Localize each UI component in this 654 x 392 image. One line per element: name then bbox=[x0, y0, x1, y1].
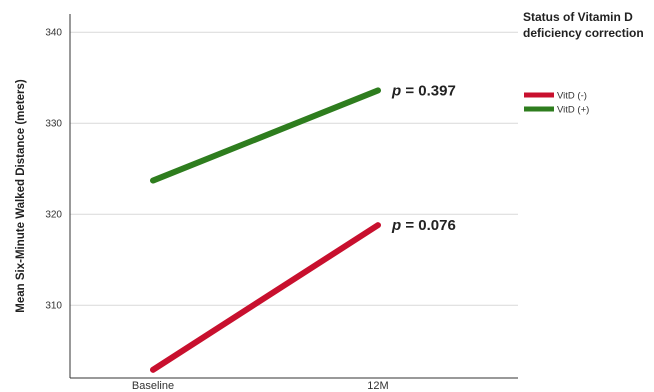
p-symbol: p bbox=[391, 82, 401, 99]
p-value-text: = 0.397 bbox=[401, 82, 456, 99]
legend-title-line-2: deficiency correction bbox=[523, 26, 644, 40]
y-tick-label-340: 340 bbox=[45, 28, 62, 39]
x-tick-labels: Baseline 12M bbox=[132, 380, 389, 392]
y-tick-label-330: 330 bbox=[45, 119, 62, 130]
x-tick-label-0: Baseline bbox=[132, 380, 174, 392]
legend-label-0: VitD (-) bbox=[557, 91, 587, 102]
p-value-label-1: p = 0.397 bbox=[391, 82, 456, 99]
legend-items: VitD (-) VitD (+) bbox=[524, 91, 589, 116]
series-lines bbox=[150, 87, 381, 373]
grid-lines bbox=[70, 31, 518, 306]
y-tick-label-310: 310 bbox=[45, 301, 62, 312]
legend: Status of Vitamin D deficiency correctio… bbox=[523, 10, 644, 116]
series-line-1 bbox=[150, 87, 381, 184]
p-value-label-0: p = 0.076 bbox=[391, 217, 456, 234]
series-line-0 bbox=[150, 222, 381, 373]
legend-title-line-1: Status of Vitamin D bbox=[523, 10, 633, 24]
y-tick-label-320: 320 bbox=[45, 210, 62, 221]
legend-label-1: VitD (+) bbox=[557, 105, 589, 116]
y-axis-title: Mean Six-Minute Walked Distance (meters) bbox=[15, 79, 27, 313]
axes bbox=[69, 14, 518, 379]
y-tick-labels: 310 320 330 340 bbox=[45, 28, 62, 312]
x-tick-label-1: 12M bbox=[367, 380, 388, 392]
p-value-text: = 0.076 bbox=[401, 217, 456, 234]
p-symbol: p bbox=[391, 217, 401, 234]
